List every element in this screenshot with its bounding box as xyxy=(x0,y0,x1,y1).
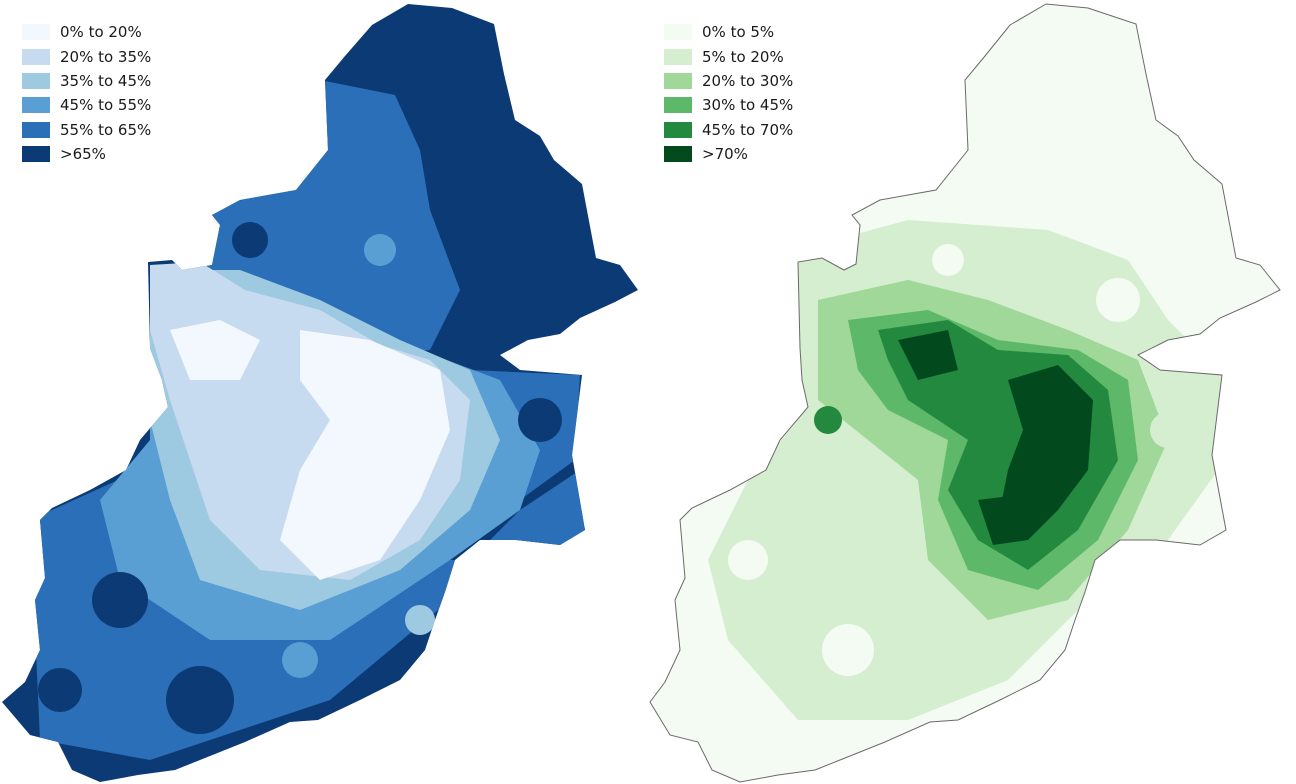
legend-swatch xyxy=(22,121,50,138)
map-region xyxy=(814,406,842,434)
legend-swatch xyxy=(22,72,50,89)
legend-item: 20% to 30% xyxy=(664,69,793,93)
map-region xyxy=(280,330,450,580)
legend-item: 45% to 55% xyxy=(22,93,151,117)
legend-label: 35% to 45% xyxy=(60,71,152,90)
map-region xyxy=(932,244,964,276)
legend-label: 20% to 30% xyxy=(702,71,794,90)
map-region xyxy=(518,398,562,442)
legend-label: 5% to 20% xyxy=(702,47,784,66)
legend-item: 45% to 70% xyxy=(664,118,793,142)
map-regions-right xyxy=(708,220,1228,720)
map-region xyxy=(1096,278,1140,322)
map-region xyxy=(38,668,82,712)
legend-swatch xyxy=(664,146,692,163)
map-region xyxy=(166,666,234,734)
map-region xyxy=(92,572,148,628)
map-panel-right: 0% to 5% 5% to 20% 20% to 30% 30% to 45%… xyxy=(648,0,1296,784)
legend-item: 35% to 45% xyxy=(22,69,151,93)
map-region xyxy=(136,526,164,554)
choropleth-map-right xyxy=(649,3,1281,783)
legend-swatch xyxy=(22,146,50,163)
legend-swatch xyxy=(664,24,692,41)
map-region xyxy=(232,222,268,258)
legend-item: >65% xyxy=(22,142,151,166)
legend-swatch xyxy=(22,48,50,65)
legend-item: >70% xyxy=(664,142,793,166)
legend-label: 55% to 65% xyxy=(60,120,152,139)
map-region xyxy=(978,495,1028,545)
legend-label: 30% to 45% xyxy=(702,96,794,115)
legend-item: 0% to 5% xyxy=(664,20,793,44)
legend-label: >65% xyxy=(60,145,106,164)
legend-swatch xyxy=(664,121,692,138)
legend-swatch xyxy=(22,24,50,41)
map-region xyxy=(728,540,768,580)
legend-label: >70% xyxy=(702,145,748,164)
map-region xyxy=(405,605,435,635)
legend-label: 0% to 5% xyxy=(702,23,775,42)
legend-label: 20% to 35% xyxy=(60,47,152,66)
map-region xyxy=(898,330,958,380)
legend-left: 0% to 20% 20% to 35% 35% to 45% 45% to 5… xyxy=(22,20,151,166)
legend-right: 0% to 5% 5% to 20% 20% to 30% 30% to 45%… xyxy=(664,20,793,166)
map-region xyxy=(364,234,396,266)
legend-label: 0% to 20% xyxy=(60,23,142,42)
map-region xyxy=(170,320,260,380)
legend-swatch xyxy=(22,97,50,114)
map-regions-left xyxy=(30,80,585,760)
map-region xyxy=(998,365,1093,540)
legend-swatch xyxy=(664,48,692,65)
legend-item: 55% to 65% xyxy=(22,118,151,142)
legend-swatch xyxy=(664,72,692,89)
legend-label: 45% to 70% xyxy=(702,120,794,139)
map-region xyxy=(282,642,318,678)
choropleth-map-left xyxy=(2,4,638,782)
map-region xyxy=(1150,412,1186,448)
legend-swatch xyxy=(664,97,692,114)
legend-item: 20% to 35% xyxy=(22,44,151,68)
legend-label: 45% to 55% xyxy=(60,96,152,115)
map-panel-left: 0% to 20% 20% to 35% 35% to 45% 45% to 5… xyxy=(2,4,638,782)
legend-item: 5% to 20% xyxy=(664,44,793,68)
legend-item: 30% to 45% xyxy=(664,93,793,117)
map-region xyxy=(822,624,874,676)
legend-item: 0% to 20% xyxy=(22,20,151,44)
